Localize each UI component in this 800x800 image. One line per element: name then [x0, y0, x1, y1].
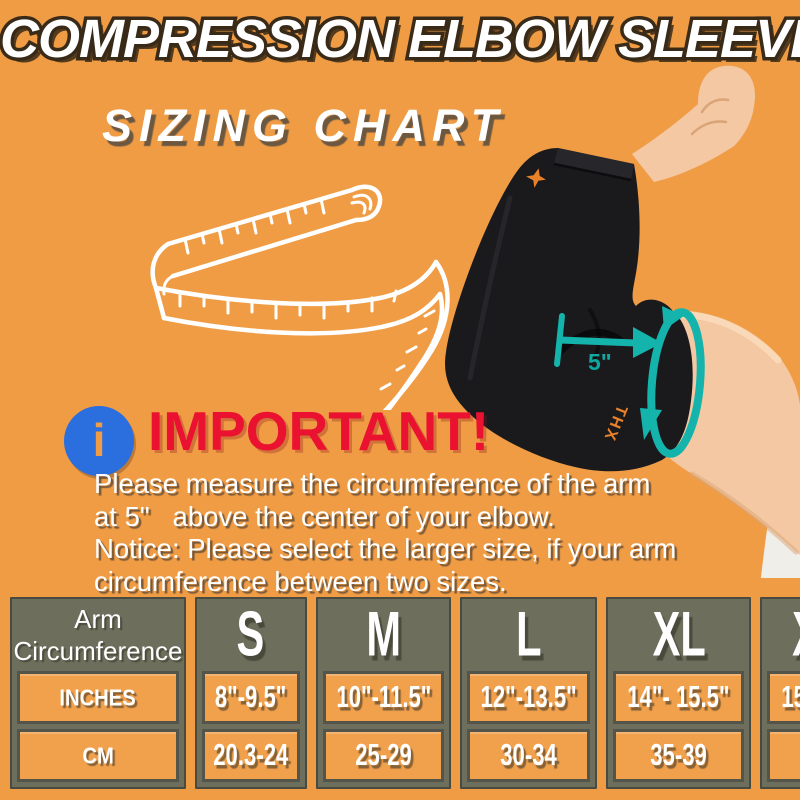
table-column-labels: Arm Circumference INCHES CM [10, 597, 186, 789]
table-cell: 30-34 [467, 729, 591, 782]
measurement-arrowhead [633, 327, 662, 358]
notice-line: Notice: Please select the larger size, i… [94, 533, 677, 564]
ring-arrowhead-top [662, 306, 684, 330]
table-cell: 12"-13.5" [467, 671, 591, 724]
notice-text: Please measure the circumference of the … [94, 468, 676, 598]
size-header: L [516, 599, 542, 671]
size-header: S [236, 599, 265, 671]
measurement-label: 5" [588, 349, 612, 375]
info-icon-glyph: i [92, 414, 106, 466]
corner-header: Arm Circumference [13, 604, 183, 666]
table-column-xxl: XXL 15.5"- 17" 39-43 [760, 597, 800, 789]
page-title: COMPRESSION ELBOW SLEEVE [0, 6, 800, 73]
table-column-s: S 8"-9.5" 20.3-24 [195, 597, 307, 789]
table-cell: 14"- 15.5" [613, 671, 745, 724]
page-subtitle: SIZING CHART [102, 100, 506, 151]
table-cell: 25-29 [322, 729, 445, 782]
notice-line: Please measure the circumference of the … [94, 468, 651, 499]
compression-sleeve [445, 148, 693, 472]
important-heading: IMPORTANT! [148, 400, 490, 462]
notice-line: circumference between two sizes. [94, 565, 507, 597]
info-icon: i [64, 406, 134, 476]
table-column-xl: XL 14"- 15.5" 35-39 [606, 597, 752, 789]
notice-line: at 5" above the center of your elbow. [94, 500, 555, 532]
size-header: XL [652, 599, 706, 671]
measurement-ring [647, 308, 705, 458]
row-label-inches: INCHES [17, 671, 179, 724]
table-cell: 39-43 [767, 729, 800, 782]
row-label-cm: CM [17, 729, 179, 782]
fist-skin [632, 65, 756, 182]
size-header: XXL [792, 603, 800, 666]
brand-logo-icon [526, 168, 546, 188]
sleeve-cuff [554, 148, 634, 180]
table-cell: 10"-11.5" [322, 671, 445, 724]
measuring-tape-illustration [140, 170, 470, 522]
size-header: M [366, 599, 401, 671]
sizing-table: Arm Circumference INCHES CM S 8"-9.5" 20… [10, 597, 800, 789]
table-cell: 20.3-24 [202, 729, 300, 782]
table-column-l: L 12"-13.5" 30-34 [460, 597, 598, 789]
table-cell: 35-39 [613, 729, 745, 782]
table-column-m: M 10"-11.5" 25-29 [315, 597, 452, 789]
arm-photo-illustration: THX 5" [440, 58, 800, 586]
measurement-arrow-shaft [556, 336, 640, 347]
table-cell: 8"-9.5" [202, 671, 300, 724]
arm-sleeve-graphic: THX 5" [445, 65, 800, 586]
measuring-tape-icon [150, 184, 450, 522]
ring-arrowhead-side [640, 408, 662, 440]
table-cell: 15.5"- 17" [767, 671, 800, 724]
